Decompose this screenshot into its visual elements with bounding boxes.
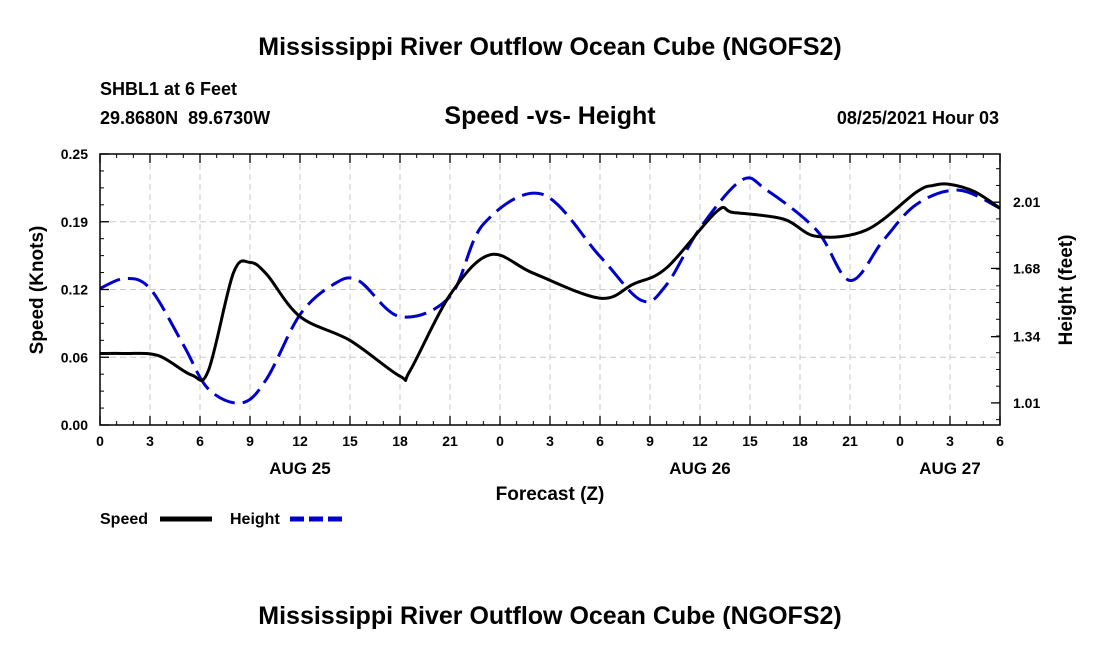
x-tick-label: 21	[842, 433, 858, 449]
date-label: AUG 27	[919, 459, 980, 478]
legend: Speed Height	[100, 511, 342, 528]
plot-frame	[99, 153, 1001, 426]
chart-subtitle: Speed -vs- Height	[444, 102, 656, 130]
x-tick-label: 0	[496, 433, 504, 449]
x-tick-label: 0	[96, 433, 104, 449]
y-left-tick-label: 0.25	[61, 146, 88, 162]
y-left-tick-label: 0.06	[61, 349, 88, 365]
y-left-tick-label: 0.00	[61, 417, 88, 433]
y-right-tick-label: 1.01	[1013, 395, 1040, 411]
series-layer	[99, 176, 1001, 405]
coordinates-label: 29.8680N 89.6730W	[100, 108, 270, 128]
x-tick-label: 3	[546, 433, 554, 449]
x-axis-label: Forecast (Z)	[496, 484, 605, 505]
chart-title: Mississippi River Outflow Ocean Cube (NG…	[258, 33, 841, 61]
y-left-tick-label: 0.12	[61, 282, 88, 298]
footer-title: Mississippi River Outflow Ocean Cube (NG…	[258, 602, 841, 630]
x-tick-label: 9	[246, 433, 254, 449]
station-label: SHBL1 at 6 Feet	[100, 79, 237, 99]
axes: 0 3 6 9 12 15 18 21 0 3 6 9 12 15 18 21 0 3 6 0.00 0.06 0.12 0…	[61, 146, 1041, 478]
y-axis-right-label: Height (feet)	[1056, 235, 1077, 346]
height-series-line	[99, 176, 1001, 405]
x-tick-label: 12	[692, 433, 708, 449]
y-axis-left-label: Speed (Knots)	[27, 226, 48, 355]
x-tick-label: 9	[646, 433, 654, 449]
x-tick-label: 21	[442, 433, 458, 449]
datetime-label: 08/25/2021 Hour 03	[837, 108, 999, 128]
y-left-tick-label: 0.19	[61, 214, 88, 230]
y-right-tick-label: 1.68	[1013, 260, 1040, 276]
x-tick-label: 12	[292, 433, 308, 449]
x-tick-label: 6	[596, 433, 604, 449]
x-tick-label: 18	[792, 433, 808, 449]
grid-lines	[100, 154, 1000, 425]
x-tick-label: 6	[196, 433, 204, 449]
x-tick-label: 3	[946, 433, 954, 449]
legend-speed-label: Speed	[100, 511, 148, 528]
y-right-tick-label: 1.34	[1013, 329, 1040, 345]
x-tick-label: 0	[896, 433, 904, 449]
date-label: AUG 25	[269, 459, 330, 478]
x-tick-label: 18	[392, 433, 408, 449]
x-tick-label: 15	[342, 433, 358, 449]
y-right-tick-label: 2.01	[1013, 194, 1040, 210]
x-tick-label: 15	[742, 433, 758, 449]
x-tick-label: 3	[146, 433, 154, 449]
legend-height-label: Height	[230, 511, 280, 528]
speed-series-line	[99, 182, 1001, 383]
date-label: AUG 26	[669, 459, 730, 478]
x-tick-label: 6	[996, 433, 1004, 449]
